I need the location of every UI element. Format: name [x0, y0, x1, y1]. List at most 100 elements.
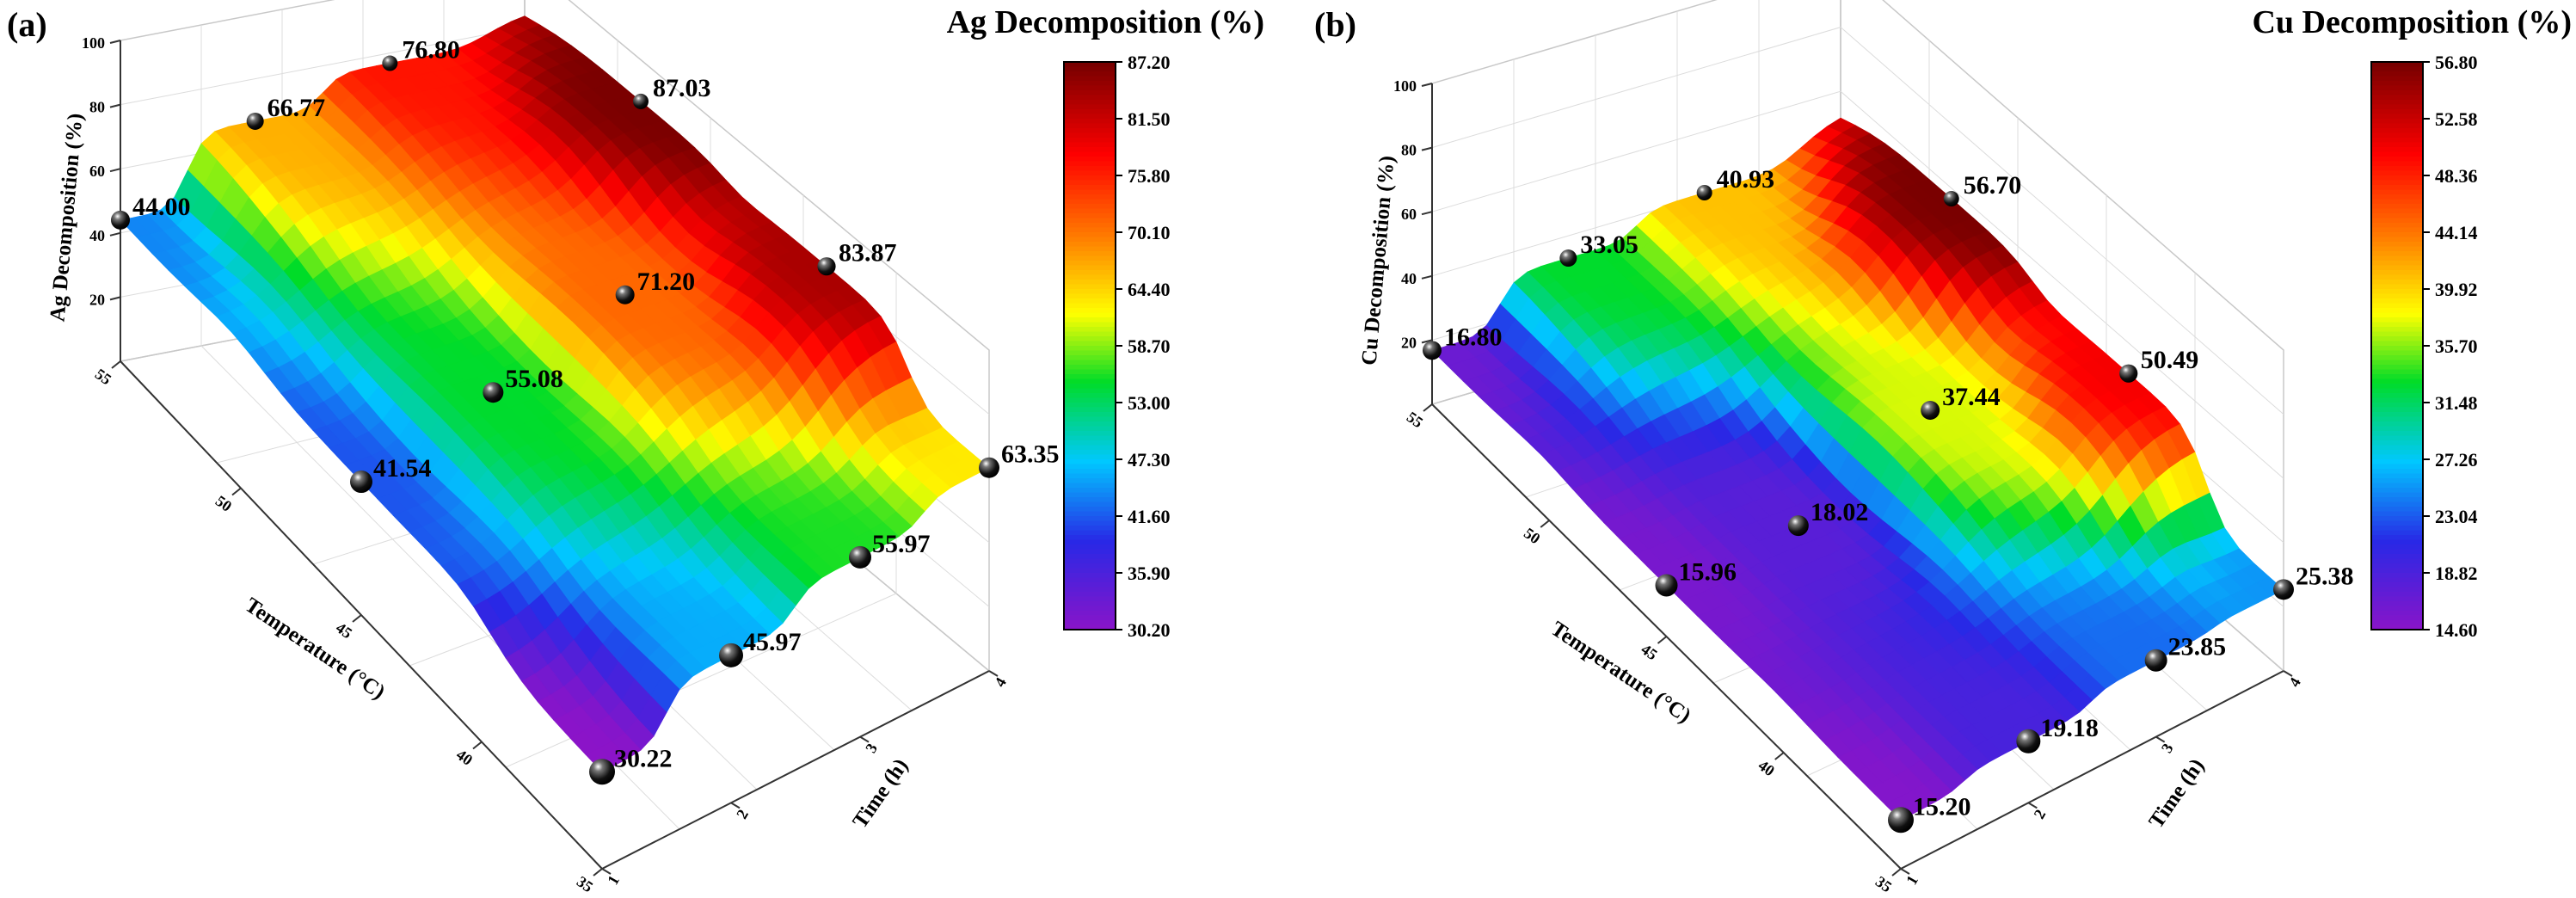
data-point-marker — [1921, 401, 1940, 421]
z-tick-label: 40 — [89, 227, 105, 244]
colorbar-band — [2371, 611, 2423, 617]
colorbar-band — [1064, 615, 1116, 621]
colorbar-band — [1064, 459, 1116, 465]
colorbar-band — [1064, 308, 1116, 314]
data-point-label: 66.77 — [267, 94, 326, 122]
colorbar-band — [1064, 403, 1116, 409]
time-tick-mark — [2027, 802, 2038, 809]
colorbar-band — [2371, 549, 2423, 555]
colorbar-band — [1064, 596, 1116, 602]
data-point-label: 55.08 — [505, 365, 563, 393]
colorbar-band — [1064, 109, 1116, 115]
colorbar-band — [1064, 170, 1116, 176]
colorbar-band — [2371, 128, 2423, 134]
colorbar-band — [2371, 85, 2423, 91]
data-point-label: 55.97 — [872, 530, 931, 558]
colorbar-band — [2371, 620, 2423, 626]
colorbar-band — [1064, 388, 1116, 394]
colorbar-tick-label: 58.70 — [1128, 335, 1171, 357]
colorbar-band — [2371, 478, 2423, 484]
colorbar-band — [2371, 157, 2423, 163]
temperature-tick-mark — [231, 487, 242, 496]
colorbar-band — [1064, 530, 1116, 536]
colorbar-band — [1064, 431, 1116, 437]
colorbar-tick-label: 23.04 — [2435, 506, 2478, 527]
colorbar-band — [2371, 242, 2423, 248]
colorbar-band — [1064, 227, 1116, 233]
colorbar-band — [1064, 218, 1116, 224]
colorbar-band — [1064, 147, 1116, 153]
data-point-marker — [633, 93, 649, 109]
z-axis-title: Ag Decomposition (%) — [46, 113, 87, 323]
temperature-tick-mark — [1423, 403, 1433, 412]
colorbar-band — [1064, 327, 1116, 333]
grid-line — [1431, 90, 2284, 479]
colorbar-band — [2371, 577, 2423, 583]
colorbar-band — [2371, 161, 2423, 167]
colorbar-band — [2371, 450, 2423, 456]
panel-label: (b) — [1314, 5, 1356, 44]
colorbar-band — [1064, 81, 1116, 87]
colorbar-band — [1064, 175, 1116, 181]
colorbar-band — [2371, 76, 2423, 82]
colorbar-band — [1064, 180, 1116, 186]
colorbar-band — [1064, 365, 1116, 371]
data-point-marker — [615, 285, 635, 304]
colorbar-band — [2371, 606, 2423, 612]
colorbar-band — [1064, 66, 1116, 72]
colorbar-band — [2371, 123, 2423, 129]
temperature-tick-mark — [111, 360, 121, 369]
colorbar-band — [1064, 85, 1116, 91]
colorbar-band — [1064, 483, 1116, 489]
colorbar-band — [2371, 346, 2423, 352]
colorbar-tick-label: 81.50 — [1128, 108, 1171, 130]
colorbar-band — [2371, 208, 2423, 214]
z-tick-label: 100 — [82, 34, 105, 52]
data-point-marker — [589, 759, 615, 785]
temperature-axis-title: Temperature (°C) — [1546, 618, 1694, 729]
data-point-label: 37.44 — [1942, 383, 2001, 411]
colorbar-band — [1064, 450, 1116, 456]
colorbar-band — [1064, 322, 1116, 328]
colorbar-tick-label: 35.70 — [2435, 335, 2478, 357]
colorbar-band — [1064, 280, 1116, 286]
z-tick-mark — [1421, 339, 1433, 344]
colorbar-band — [1064, 601, 1116, 607]
colorbar-band — [1064, 274, 1116, 280]
colorbar-band — [1064, 199, 1116, 205]
data-point-label: 33.05 — [1580, 231, 1638, 259]
colorbar-band — [1064, 435, 1116, 441]
colorbar-band — [2371, 511, 2423, 517]
colorbar-band — [2371, 573, 2423, 579]
time-tick-label: 4 — [991, 674, 1010, 690]
z-tick-mark — [1421, 274, 1433, 280]
colorbar-band — [2371, 274, 2423, 280]
colorbar-band — [2371, 384, 2423, 390]
colorbar-band — [1064, 397, 1116, 403]
colorbar-band — [2371, 336, 2423, 342]
colorbar-band — [2371, 374, 2423, 380]
colorbar-band — [1064, 445, 1116, 451]
colorbar-band — [2371, 563, 2423, 569]
colorbar-band — [1064, 242, 1116, 248]
z-tick-mark — [109, 40, 121, 44]
colorbar-band — [1064, 454, 1116, 460]
colorbar-band — [1064, 606, 1116, 612]
time-axis-line — [601, 670, 990, 870]
colorbar-tick-label: 41.60 — [1128, 506, 1171, 527]
colorbar-band — [2371, 507, 2423, 513]
panel-b: 20 40 60 80 100 35 40 45 50 55 1 2 3 4 Cu Decompositio… — [1314, 0, 2572, 895]
colorbar-band — [2371, 62, 2423, 68]
colorbar-band — [2371, 223, 2423, 229]
z-tick-mark — [1421, 146, 1433, 151]
temperature-tick-label: 55 — [1404, 409, 1426, 432]
colorbar-tick-label: 35.90 — [1128, 563, 1171, 584]
colorbar-band — [2371, 138, 2423, 144]
z-tick-label: 80 — [1401, 142, 1417, 159]
z-tick-mark — [109, 168, 121, 173]
colorbar-tick-label: 75.80 — [1128, 165, 1171, 187]
panel-a: 20 40 60 80 100 35 40 45 50 55 1 2 3 4 Ag Decompositio… — [7, 0, 1264, 895]
colorbar-band — [2371, 435, 2423, 441]
colorbar-band — [1064, 421, 1116, 427]
